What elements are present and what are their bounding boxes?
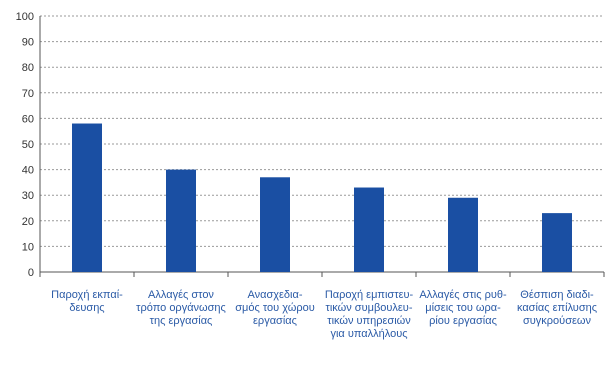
y-tick-label: 80 <box>22 62 34 74</box>
gridlines <box>40 15 604 247</box>
category-label: σμός του χώρου <box>235 302 314 314</box>
y-tick-label: 90 <box>22 37 34 49</box>
category-label: για υπαλλήλους <box>330 328 407 340</box>
bar-6 <box>542 213 572 272</box>
category-label: συγκρούσεων <box>523 315 591 327</box>
y-tick-label: 20 <box>22 216 34 228</box>
y-tick-label: 30 <box>22 190 34 202</box>
bar-3 <box>260 177 290 272</box>
category-label: ρίου εργασίας <box>429 315 497 327</box>
category-label: μίσεις του ωρα- <box>425 302 501 314</box>
category-label: Αλλαγές στις ρυθ- <box>419 289 507 301</box>
y-tick-label: 10 <box>22 241 34 253</box>
y-tick-label: 0 <box>28 267 34 279</box>
y-tick-labels: 0 10 20 30 40 50 60 70 80 90 100 <box>16 11 34 279</box>
y-tick-label: 70 <box>22 88 34 100</box>
category-label: δευσης <box>69 302 104 314</box>
category-label: Παροχή εμπιστευ- <box>325 289 414 301</box>
bars <box>72 123 572 273</box>
category-label: της εργασίας <box>150 315 213 327</box>
y-tick-label: 50 <box>22 139 34 151</box>
bar-1 <box>72 123 102 273</box>
y-tick-label: 100 <box>16 11 34 23</box>
category-label: τικών υπηρεσιών <box>327 315 411 327</box>
category-label: εργασίας <box>253 315 297 327</box>
category-label: τικών συμβουλευ- <box>326 302 413 314</box>
category-label: Παροχή εκπαί- <box>51 289 123 301</box>
category-label: κασίας επίλυσης <box>517 302 597 314</box>
category-label: Αλλαγές στον <box>148 289 214 301</box>
y-tick-label: 60 <box>22 113 34 125</box>
category-label: Θέσπιση διαδι- <box>520 289 594 301</box>
bar-5 <box>448 197 478 272</box>
bar-4 <box>354 187 384 272</box>
category-label: τρόπο οργάνωσης <box>136 302 226 314</box>
bar-2 <box>166 169 196 272</box>
category-label: Ανασχεδια- <box>247 289 302 301</box>
y-tick-label: 40 <box>22 165 34 177</box>
axes <box>39 16 605 277</box>
